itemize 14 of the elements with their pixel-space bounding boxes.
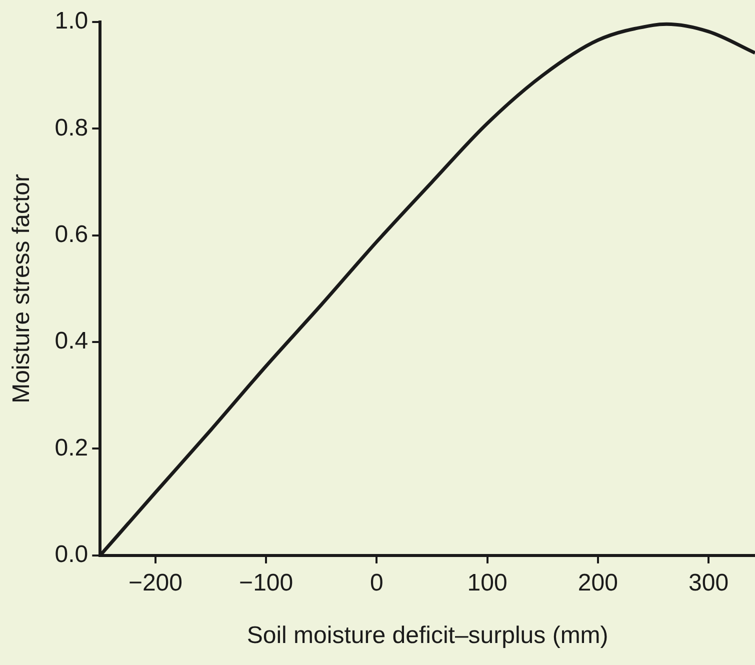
y-tick-label: 0.6 (54, 220, 88, 248)
y-tick-label: 0.8 (54, 114, 88, 142)
x-tick-label: −100 (239, 569, 294, 596)
x-tick-label: 100 (467, 569, 508, 596)
x-tick-label: 200 (578, 569, 618, 596)
x-tick-label: −200 (128, 569, 182, 596)
y-tick-label: 0.2 (54, 434, 88, 462)
y-axis-title: Moisture stress factor (8, 174, 36, 404)
x-axis-title: Soil moisture deficit–surplus (mm) (246, 622, 608, 650)
x-tick-label: 0 (370, 569, 384, 596)
y-tick-label: 0.4 (54, 328, 88, 355)
y-tick-label: 1.0 (54, 8, 88, 35)
x-tick-label: 300 (688, 569, 729, 596)
y-tick-label: 0.0 (54, 541, 88, 568)
